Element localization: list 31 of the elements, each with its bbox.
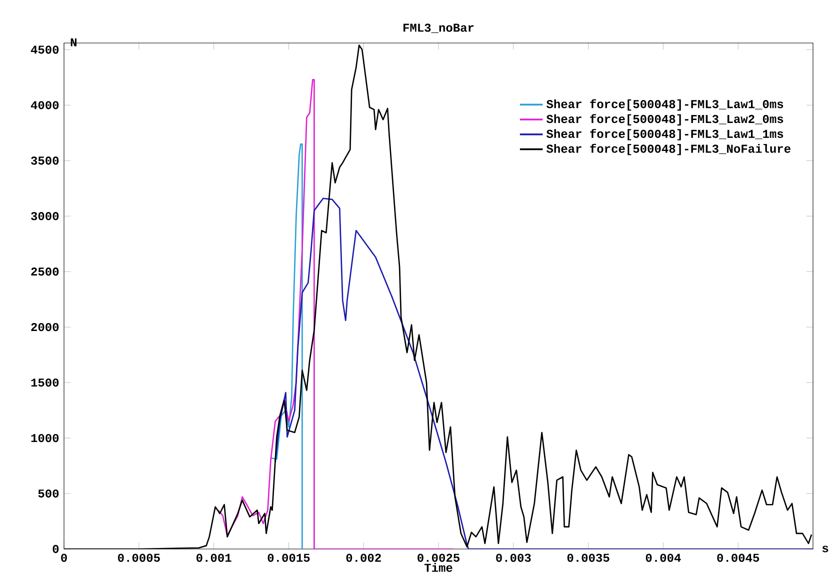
- y-axis-title: N: [70, 38, 76, 46]
- x-tick-label: 0.002: [346, 554, 381, 562]
- x-tick-label: 0.0005: [118, 554, 160, 562]
- x-tick-label: 0.0035: [567, 554, 610, 562]
- y-tick-label: 3000: [31, 212, 59, 220]
- x-tick-label: 0.001: [196, 554, 232, 562]
- y-tick-label: 3500: [31, 156, 59, 165]
- x-tick-label: 0.003: [496, 554, 531, 562]
- y-tick-label: 2000: [31, 323, 59, 332]
- legend-label: Shear force[500048]-FML3_Law2_0ms: [546, 114, 784, 126]
- x-tick-label: 0: [61, 554, 67, 562]
- x-tick-label: 0.0015: [268, 554, 310, 562]
- text: s: [822, 546, 828, 552]
- x-axis-title: Time: [424, 563, 452, 572]
- line-series: [218, 78, 454, 550]
- y-tick-label: 1500: [31, 378, 59, 387]
- x-tick-label: 0.0025: [418, 554, 460, 562]
- x-tick-label: 0.0045: [717, 554, 760, 562]
- y-tick-label: 1000: [31, 434, 59, 442]
- line-series: [270, 143, 303, 550]
- y-tick-label: 0: [52, 544, 59, 554]
- legend-label: Shear force[500048]-FML3_NoFailure: [546, 144, 790, 156]
- y-tick-label: 4500: [30, 46, 59, 54]
- legend-label: Shear force[500048]-FML3_Law1_1ms: [546, 128, 784, 140]
- y-tick-label: 2500: [31, 268, 59, 276]
- legend-label: Shear force[500048]-FML3_Law1_0ms: [546, 99, 784, 111]
- y-tick-label: 4000: [30, 101, 59, 110]
- y-tick-label: 500: [38, 489, 59, 498]
- chart-title: FML3_noBar: [403, 24, 474, 33]
- x-tick-label: 0.004: [646, 554, 681, 562]
- line-series: [274, 198, 813, 550]
